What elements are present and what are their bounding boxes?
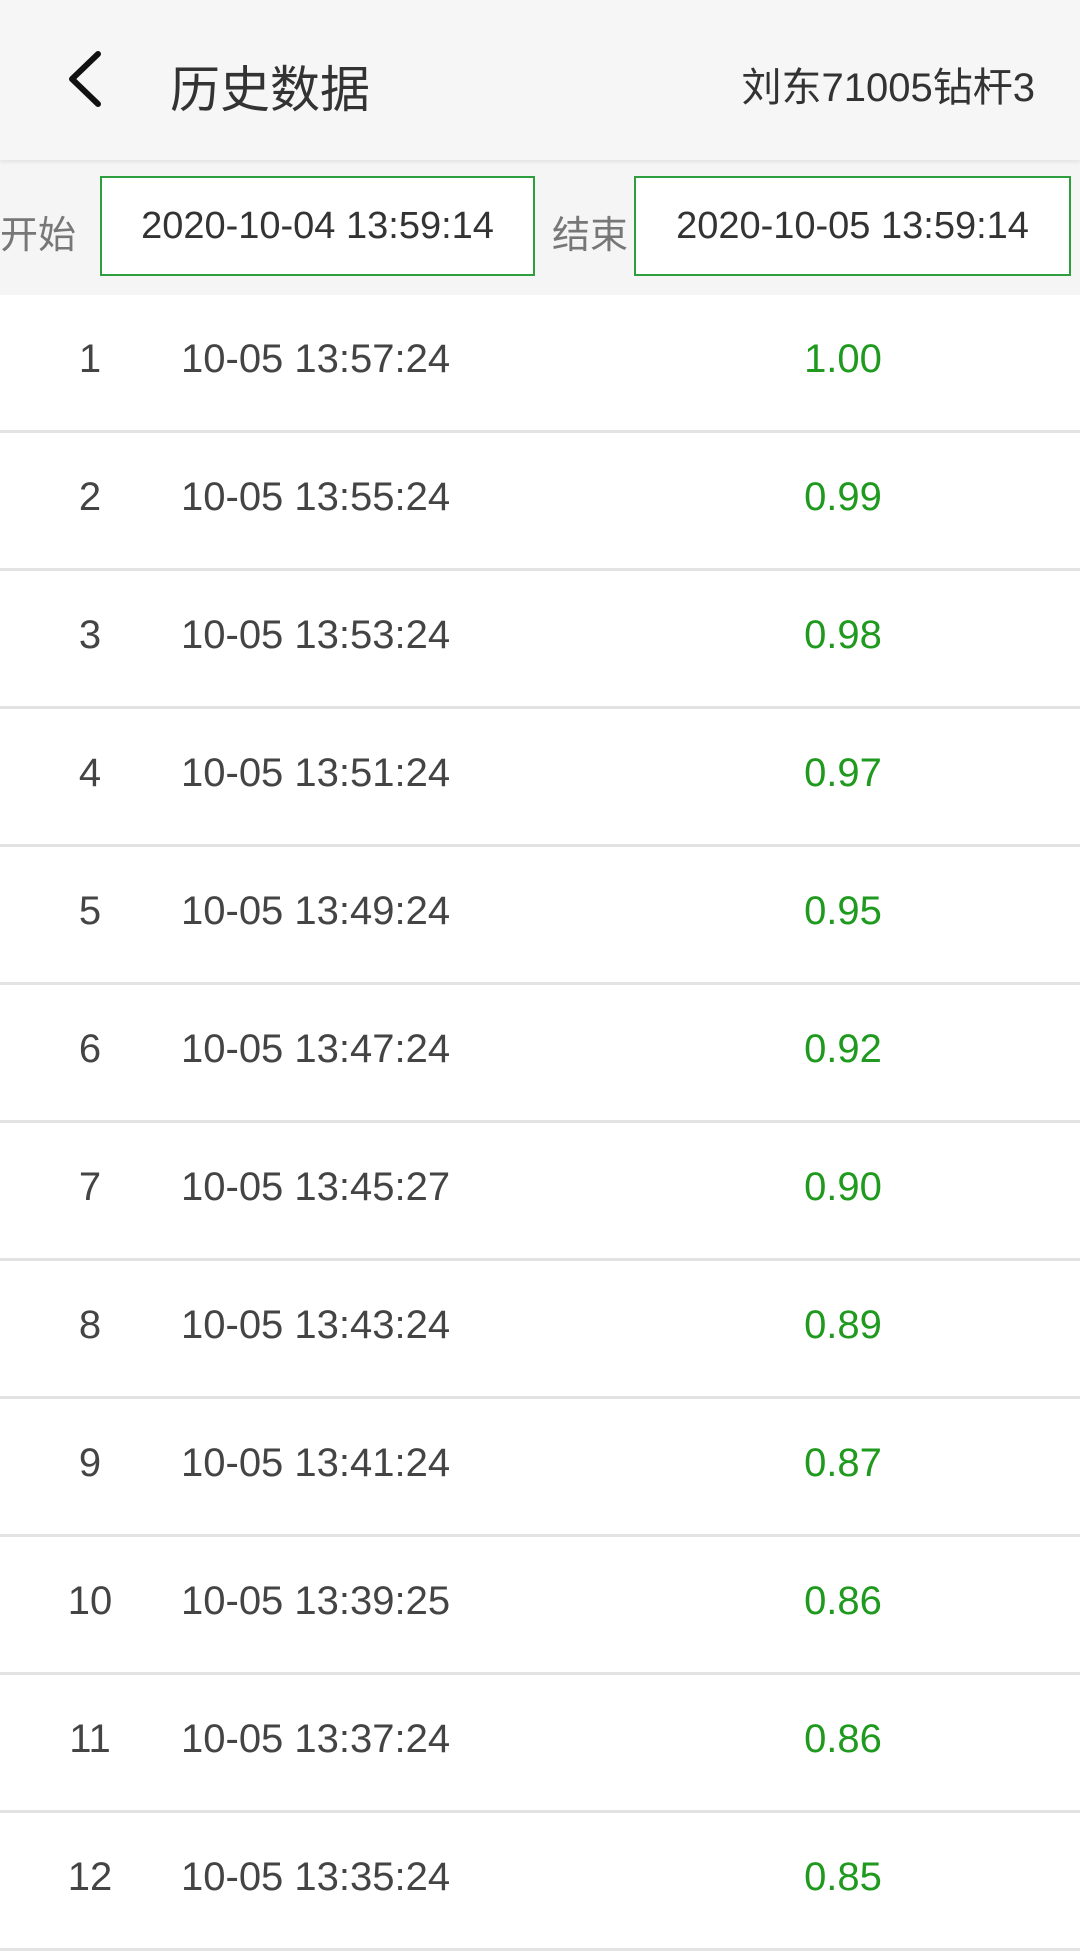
row-index: 1 (78, 337, 102, 381)
row-index: 2 (78, 475, 102, 519)
row-value: 0.99 (804, 475, 882, 519)
row-index: 4 (78, 751, 102, 795)
list-item[interactable]: 2 10-05 13:55:24 0.99 (0, 433, 1080, 571)
row-value: 0.90 (804, 1165, 882, 1209)
list-item[interactable]: 10 10-05 13:39:25 0.86 (0, 1537, 1080, 1675)
row-value: 0.92 (804, 1027, 882, 1071)
back-button[interactable] (60, 44, 120, 114)
list-item[interactable]: 5 10-05 13:49:24 0.95 (0, 847, 1080, 985)
start-label: 开始 (0, 215, 77, 257)
device-name: 刘东71005钻杆3 (741, 66, 1035, 110)
row-value: 0.86 (804, 1717, 882, 1761)
date-filter-bar: 开始 2020-10-04 13:59:14 结束 2020-10-05 13:… (0, 160, 1080, 295)
row-time: 10-05 13:55:24 (181, 475, 451, 519)
end-date-input[interactable]: 2020-10-05 13:59:14 (634, 176, 1071, 276)
row-time: 10-05 13:35:24 (181, 1855, 451, 1899)
row-time: 10-05 13:53:24 (181, 613, 451, 657)
row-value: 1.00 (804, 337, 882, 381)
row-time: 10-05 13:43:24 (181, 1303, 451, 1347)
row-index: 9 (78, 1441, 102, 1485)
row-value: 0.89 (804, 1303, 882, 1347)
list-item[interactable]: 12 10-05 13:35:24 0.85 (0, 1813, 1080, 1951)
row-time: 10-05 13:37:24 (181, 1717, 451, 1761)
row-index: 6 (78, 1027, 102, 1071)
list-item[interactable]: 11 10-05 13:37:24 0.86 (0, 1675, 1080, 1813)
row-value: 0.98 (804, 613, 882, 657)
history-list: 1 10-05 13:57:24 1.00 2 10-05 13:55:24 0.99 3 1… (0, 295, 1080, 1951)
row-value: 0.87 (804, 1441, 882, 1485)
row-value: 0.85 (804, 1855, 882, 1899)
row-time: 10-05 13:49:24 (181, 889, 451, 933)
page-title: 历史数据 (170, 62, 370, 118)
row-time: 10-05 13:57:24 (181, 337, 451, 381)
row-value: 0.95 (804, 889, 882, 933)
app-header: 历史数据 刘东71005钻杆3 (0, 0, 1080, 160)
row-time: 10-05 13:51:24 (181, 751, 451, 795)
end-label: 结束 (552, 215, 629, 257)
row-index: 3 (78, 613, 102, 657)
row-index: 12 (67, 1855, 113, 1899)
row-time: 10-05 13:47:24 (181, 1027, 451, 1071)
list-item[interactable]: 4 10-05 13:51:24 0.97 (0, 709, 1080, 847)
row-index: 10 (67, 1579, 113, 1623)
row-value: 0.97 (804, 751, 882, 795)
list-item[interactable]: 8 10-05 13:43:24 0.89 (0, 1261, 1080, 1399)
chevron-left-icon (69, 51, 101, 107)
list-item[interactable]: 3 10-05 13:53:24 0.98 (0, 571, 1080, 709)
row-index: 5 (78, 889, 102, 933)
start-date-input[interactable]: 2020-10-04 13:59:14 (100, 176, 535, 276)
row-time: 10-05 13:39:25 (181, 1579, 451, 1623)
row-time: 10-05 13:45:27 (181, 1165, 451, 1209)
list-item[interactable]: 9 10-05 13:41:24 0.87 (0, 1399, 1080, 1537)
list-item[interactable]: 1 10-05 13:57:24 1.00 (0, 295, 1080, 433)
list-item[interactable]: 7 10-05 13:45:27 0.90 (0, 1123, 1080, 1261)
list-item[interactable]: 6 10-05 13:47:24 0.92 (0, 985, 1080, 1123)
row-index: 11 (69, 1717, 111, 1761)
row-index: 7 (78, 1165, 102, 1209)
row-time: 10-05 13:41:24 (181, 1441, 451, 1485)
row-index: 8 (78, 1303, 102, 1347)
row-value: 0.86 (804, 1579, 882, 1623)
